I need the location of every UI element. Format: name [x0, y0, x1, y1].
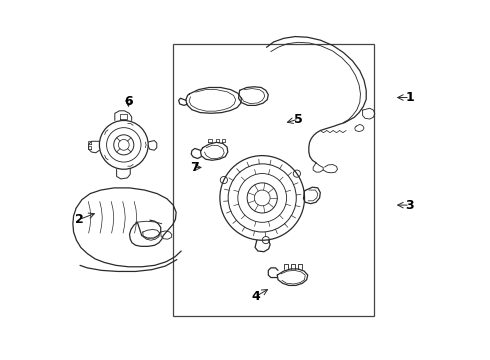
Text: 2: 2: [75, 213, 84, 226]
Bar: [173, 44, 374, 316]
Text: 1: 1: [406, 91, 415, 104]
Text: 3: 3: [406, 199, 414, 212]
Text: 6: 6: [124, 95, 133, 108]
Text: 5: 5: [294, 113, 303, 126]
Text: 4: 4: [251, 290, 260, 303]
Text: 7: 7: [190, 161, 198, 174]
